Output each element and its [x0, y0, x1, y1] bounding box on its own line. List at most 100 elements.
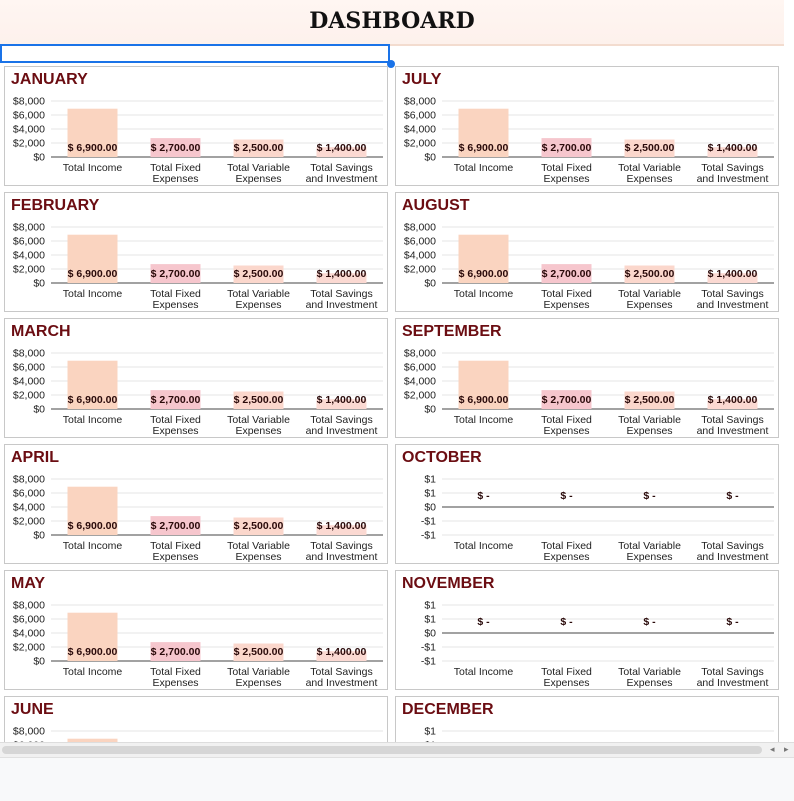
bar[interactable]: [233, 391, 284, 410]
data-label: $ 2,700.00: [151, 142, 201, 154]
chart-panel[interactable]: JULY $8,000 $6,000 $4,000 $2,000 $0 $ 6,900.00…: [395, 66, 779, 186]
y-tick-label: $0: [33, 530, 45, 542]
bar[interactable]: [541, 138, 592, 157]
y-tick-label: $0: [424, 502, 436, 514]
bar[interactable]: [624, 139, 675, 158]
data-label: $ 2,500.00: [234, 520, 284, 532]
bar[interactable]: [150, 138, 201, 157]
bar[interactable]: [67, 108, 118, 157]
bar[interactable]: [707, 399, 758, 409]
bar[interactable]: [316, 399, 367, 409]
bar[interactable]: [67, 234, 118, 283]
bar[interactable]: [67, 612, 118, 661]
scrollbar-thumb[interactable]: [2, 746, 762, 754]
data-label: $ 6,900.00: [459, 394, 509, 406]
scroll-right-arrow[interactable]: ▸: [784, 744, 789, 754]
category-label-line: Total Savings: [310, 162, 372, 174]
chart-panel[interactable]: MARCH $8,000 $6,000 $4,000 $2,000 $0 $ 6,900.0…: [4, 318, 388, 438]
y-tick-label: $6,000: [13, 614, 45, 626]
bar[interactable]: [707, 147, 758, 157]
bar[interactable]: [541, 390, 592, 409]
category-label-line: Total Variable: [227, 414, 290, 426]
category-label-line: Total Income: [454, 540, 514, 552]
bar-chart: $1 $1 $0 -$1 -$1 $ - Total Income $ - Total Fixe…: [421, 600, 774, 689]
category-label-line: Total Savings: [701, 540, 763, 552]
chart-panel[interactable]: FEBRUARY $8,000 $6,000 $4,000 $2,000 $0 $ 6,90…: [4, 192, 388, 312]
bar[interactable]: [233, 517, 284, 536]
category-label-line: Total Variable: [618, 414, 681, 426]
y-tick-label: $4,000: [404, 250, 436, 262]
y-tick-label: $2,000: [13, 138, 45, 150]
chart-panel[interactable]: JUNE$8,000$6,000$4,000$2,000$0$ 6,900.00…: [4, 696, 388, 742]
y-tick-label: $1: [424, 488, 436, 500]
bar[interactable]: [150, 264, 201, 283]
bar[interactable]: [707, 273, 758, 283]
data-label: $ 6,900.00: [68, 394, 118, 406]
chart-panel[interactable]: DECEMBER$1$1$0-$1-$1$ -Total Income$ -To…: [395, 696, 779, 742]
category-label: Total Savings and Investment: [306, 540, 378, 563]
bar[interactable]: [67, 360, 118, 409]
bar-chart: $8,000 $6,000 $4,000 $2,000 $0 $ 6,900.00 Tota…: [13, 474, 383, 563]
category-label: Total Income: [454, 666, 514, 678]
page-title: DASHBOARD: [309, 8, 475, 34]
sheet-footer: [0, 757, 794, 801]
bar[interactable]: [150, 642, 201, 661]
month-title: JULY: [402, 71, 442, 88]
bar[interactable]: [316, 651, 367, 661]
y-tick-label: $2,000: [13, 642, 45, 654]
chart-panel[interactable]: AUGUST $8,000 $6,000 $4,000 $2,000 $0 $ 6,900.…: [395, 192, 779, 312]
chart-panel[interactable]: OCTOBER $1 $1 $0 -$1 -$1 $ - Total Income $ - Tot…: [395, 444, 779, 564]
category-label: Total Savings and Investment: [697, 162, 769, 185]
data-label: $ 2,500.00: [234, 394, 284, 406]
bar[interactable]: [458, 108, 509, 157]
bar[interactable]: [316, 525, 367, 535]
category-label-line: Total Fixed: [541, 666, 592, 678]
bar[interactable]: [541, 264, 592, 283]
fill-handle[interactable]: [387, 60, 395, 68]
bar[interactable]: [233, 265, 284, 284]
chart-panel[interactable]: JANUARY $8,000 $6,000 $4,000 $2,000 $0 $ 6,900…: [4, 66, 388, 186]
bar[interactable]: [67, 738, 118, 742]
data-label: $ 6,900.00: [68, 268, 118, 280]
scroll-left-arrow[interactable]: ◂: [770, 744, 775, 754]
chart-panel[interactable]: SEPTEMBER $8,000 $6,000 $4,000 $2,000 $0 $ 6,9…: [395, 318, 779, 438]
category-label: Total Variable Expenses: [618, 288, 681, 311]
data-label: $ 2,700.00: [542, 142, 592, 154]
category-label: Total Fixed Expenses: [541, 666, 592, 689]
category-label: Total Fixed Expenses: [541, 540, 592, 563]
data-label: $ 2,500.00: [234, 268, 284, 280]
category-label-line: Total Income: [63, 414, 123, 426]
category-label: Total Fixed Expenses: [150, 162, 201, 185]
chart-panel[interactable]: MAY $8,000 $6,000 $4,000 $2,000 $0 $ 6,900.00 T…: [4, 570, 388, 690]
category-label: Total Variable Expenses: [618, 414, 681, 437]
bar[interactable]: [458, 234, 509, 283]
bar[interactable]: [316, 273, 367, 283]
category-label-line: Expenses: [626, 173, 672, 185]
category-label: Total Income: [454, 414, 514, 426]
chart-panel[interactable]: APRIL $8,000 $6,000 $4,000 $2,000 $0 $ 6,900.0…: [4, 444, 388, 564]
data-label: $ -: [726, 490, 739, 502]
category-label-line: Total Fixed: [150, 666, 201, 678]
category-label: Total Variable Expenses: [227, 288, 290, 311]
category-label-line: Total Savings: [701, 666, 763, 678]
bar[interactable]: [458, 360, 509, 409]
bar[interactable]: [67, 486, 118, 535]
chart-panel[interactable]: NOVEMBER $1 $1 $0 -$1 -$1 $ - Total Income $ - To…: [395, 570, 779, 690]
category-label-line: Total Variable: [227, 666, 290, 678]
data-label: $ 6,900.00: [459, 268, 509, 280]
data-label: $ -: [560, 616, 573, 628]
bar[interactable]: [233, 643, 284, 662]
month-title: JUNE: [11, 701, 54, 718]
month-title: MARCH: [11, 323, 71, 340]
data-label: $ 2,700.00: [151, 646, 201, 658]
bar[interactable]: [624, 265, 675, 284]
bar[interactable]: [316, 147, 367, 157]
bar[interactable]: [233, 139, 284, 158]
bar[interactable]: [150, 390, 201, 409]
bar[interactable]: [624, 391, 675, 410]
data-label: $ 6,900.00: [459, 142, 509, 154]
selected-cell[interactable]: [0, 44, 390, 63]
category-label: Total Variable Expenses: [227, 414, 290, 437]
horizontal-scrollbar[interactable]: ◂ ▸: [0, 742, 794, 757]
bar[interactable]: [150, 516, 201, 535]
